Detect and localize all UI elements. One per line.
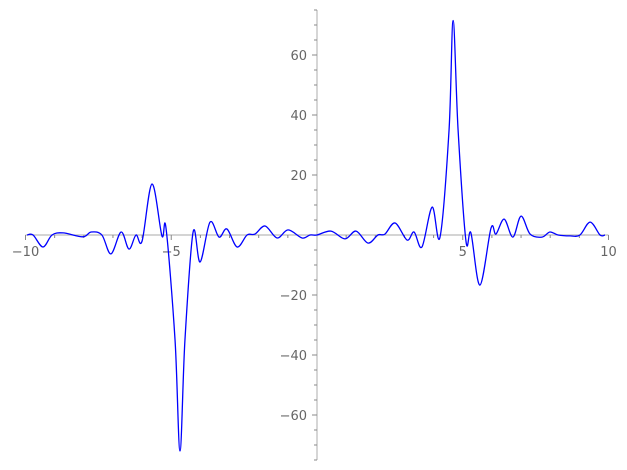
- y-tick-label: 20: [290, 169, 307, 184]
- y-tick-label: 60: [290, 49, 307, 64]
- x-tick-label: −10: [12, 245, 39, 260]
- series-line: [26, 19, 606, 452]
- y-tick-label: 40: [290, 109, 307, 124]
- tick-labels: −10 −5 5 10 −60 −40 −20 20 40 60: [12, 49, 617, 424]
- y-tick-label: −20: [280, 289, 307, 304]
- x-tick-label: 5: [459, 245, 467, 260]
- y-tick-label: −40: [280, 349, 307, 364]
- x-tick-label: 10: [600, 245, 617, 260]
- y-tick-label: −60: [280, 409, 307, 424]
- x-tick-label: −5: [162, 245, 181, 260]
